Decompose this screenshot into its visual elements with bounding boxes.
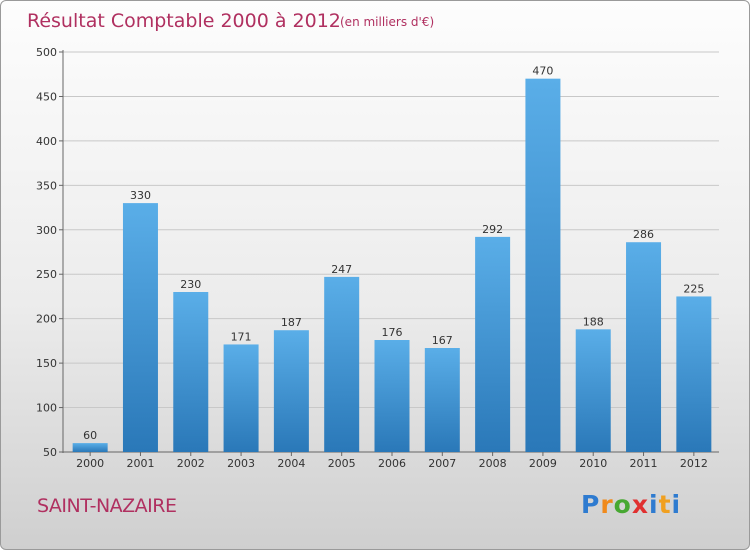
value-label-2010: 188: [583, 315, 604, 328]
bar-2004: [273, 330, 309, 452]
bar-2002: [173, 292, 209, 452]
x-tick-label: 2005: [328, 457, 356, 470]
logo-letter: P: [581, 490, 601, 519]
chart-subtitle: (en milliers d'€): [340, 15, 434, 29]
logo-letter: i: [671, 490, 682, 519]
logo-letter: o: [613, 490, 632, 519]
bar-2009: [525, 78, 561, 453]
bar-2010: [575, 329, 611, 452]
y-tick-label: 250: [36, 268, 57, 281]
x-tick-label: 2007: [428, 457, 456, 470]
y-tick-label: 200: [36, 313, 57, 326]
value-label-2005: 247: [331, 263, 352, 276]
x-tick-label: 2011: [630, 457, 658, 470]
bar-2006: [374, 340, 410, 452]
bar-2011: [626, 242, 662, 452]
label-layer: 60 2000 330 2001 230 2002 171 2003 187 2004 247 200…: [76, 65, 708, 470]
bar-2007: [424, 348, 460, 452]
logo-letter: i: [649, 490, 659, 519]
logo-letter: t: [658, 490, 672, 519]
bar-2005: [324, 276, 360, 452]
axis-layer: 50 100 150 200 250 300 350 400 450 500: [36, 46, 719, 459]
value-label-2008: 292: [482, 223, 503, 236]
value-label-2007: 167: [432, 334, 453, 347]
bar-2003: [223, 344, 259, 452]
value-label-2012: 225: [683, 282, 704, 295]
value-label-2011: 286: [633, 228, 654, 241]
x-tick-label: 2009: [529, 457, 557, 470]
y-tick-label: 500: [36, 46, 57, 59]
logo-letter: r: [600, 490, 614, 519]
y-tick-label: 450: [36, 90, 57, 103]
value-label-2000: 60: [83, 429, 97, 442]
grid-layer: [63, 51, 719, 453]
x-tick-label: 2000: [76, 457, 104, 470]
x-tick-label: 2008: [479, 457, 507, 470]
value-label-2003: 171: [231, 330, 252, 343]
x-tick-label: 2002: [177, 457, 205, 470]
y-tick-label: 300: [36, 224, 57, 237]
bar-2012: [676, 296, 712, 452]
value-label-2006: 176: [382, 326, 403, 339]
x-tick-label: 2012: [680, 457, 708, 470]
x-tick-label: 2003: [227, 457, 255, 470]
bar-2000: [72, 443, 108, 452]
x-tick-label: 2006: [378, 457, 406, 470]
bar-2008: [475, 236, 511, 452]
bar-2001: [122, 203, 158, 452]
x-tick-label: 2004: [277, 457, 305, 470]
proxiti-logo: Proxiti: [581, 490, 681, 519]
value-label-2002: 230: [180, 278, 201, 291]
location-label: SAINT-NAZAIRE: [37, 495, 177, 517]
y-tick-label: 350: [36, 179, 57, 192]
value-label-2009: 470: [532, 65, 553, 78]
value-label-2001: 330: [130, 189, 151, 202]
y-tick-label: 100: [36, 402, 57, 415]
chart-title: Résultat Comptable 2000 à 2012: [27, 10, 341, 32]
y-tick-label: 150: [36, 357, 57, 370]
x-tick-label: 2010: [579, 457, 607, 470]
y-tick-label: 50: [43, 446, 57, 459]
y-tick-label: 400: [36, 135, 57, 148]
bar-layer: [72, 78, 712, 453]
logo-letter: x: [631, 490, 649, 519]
value-label-2004: 187: [281, 316, 302, 329]
x-tick-label: 2001: [126, 457, 154, 470]
